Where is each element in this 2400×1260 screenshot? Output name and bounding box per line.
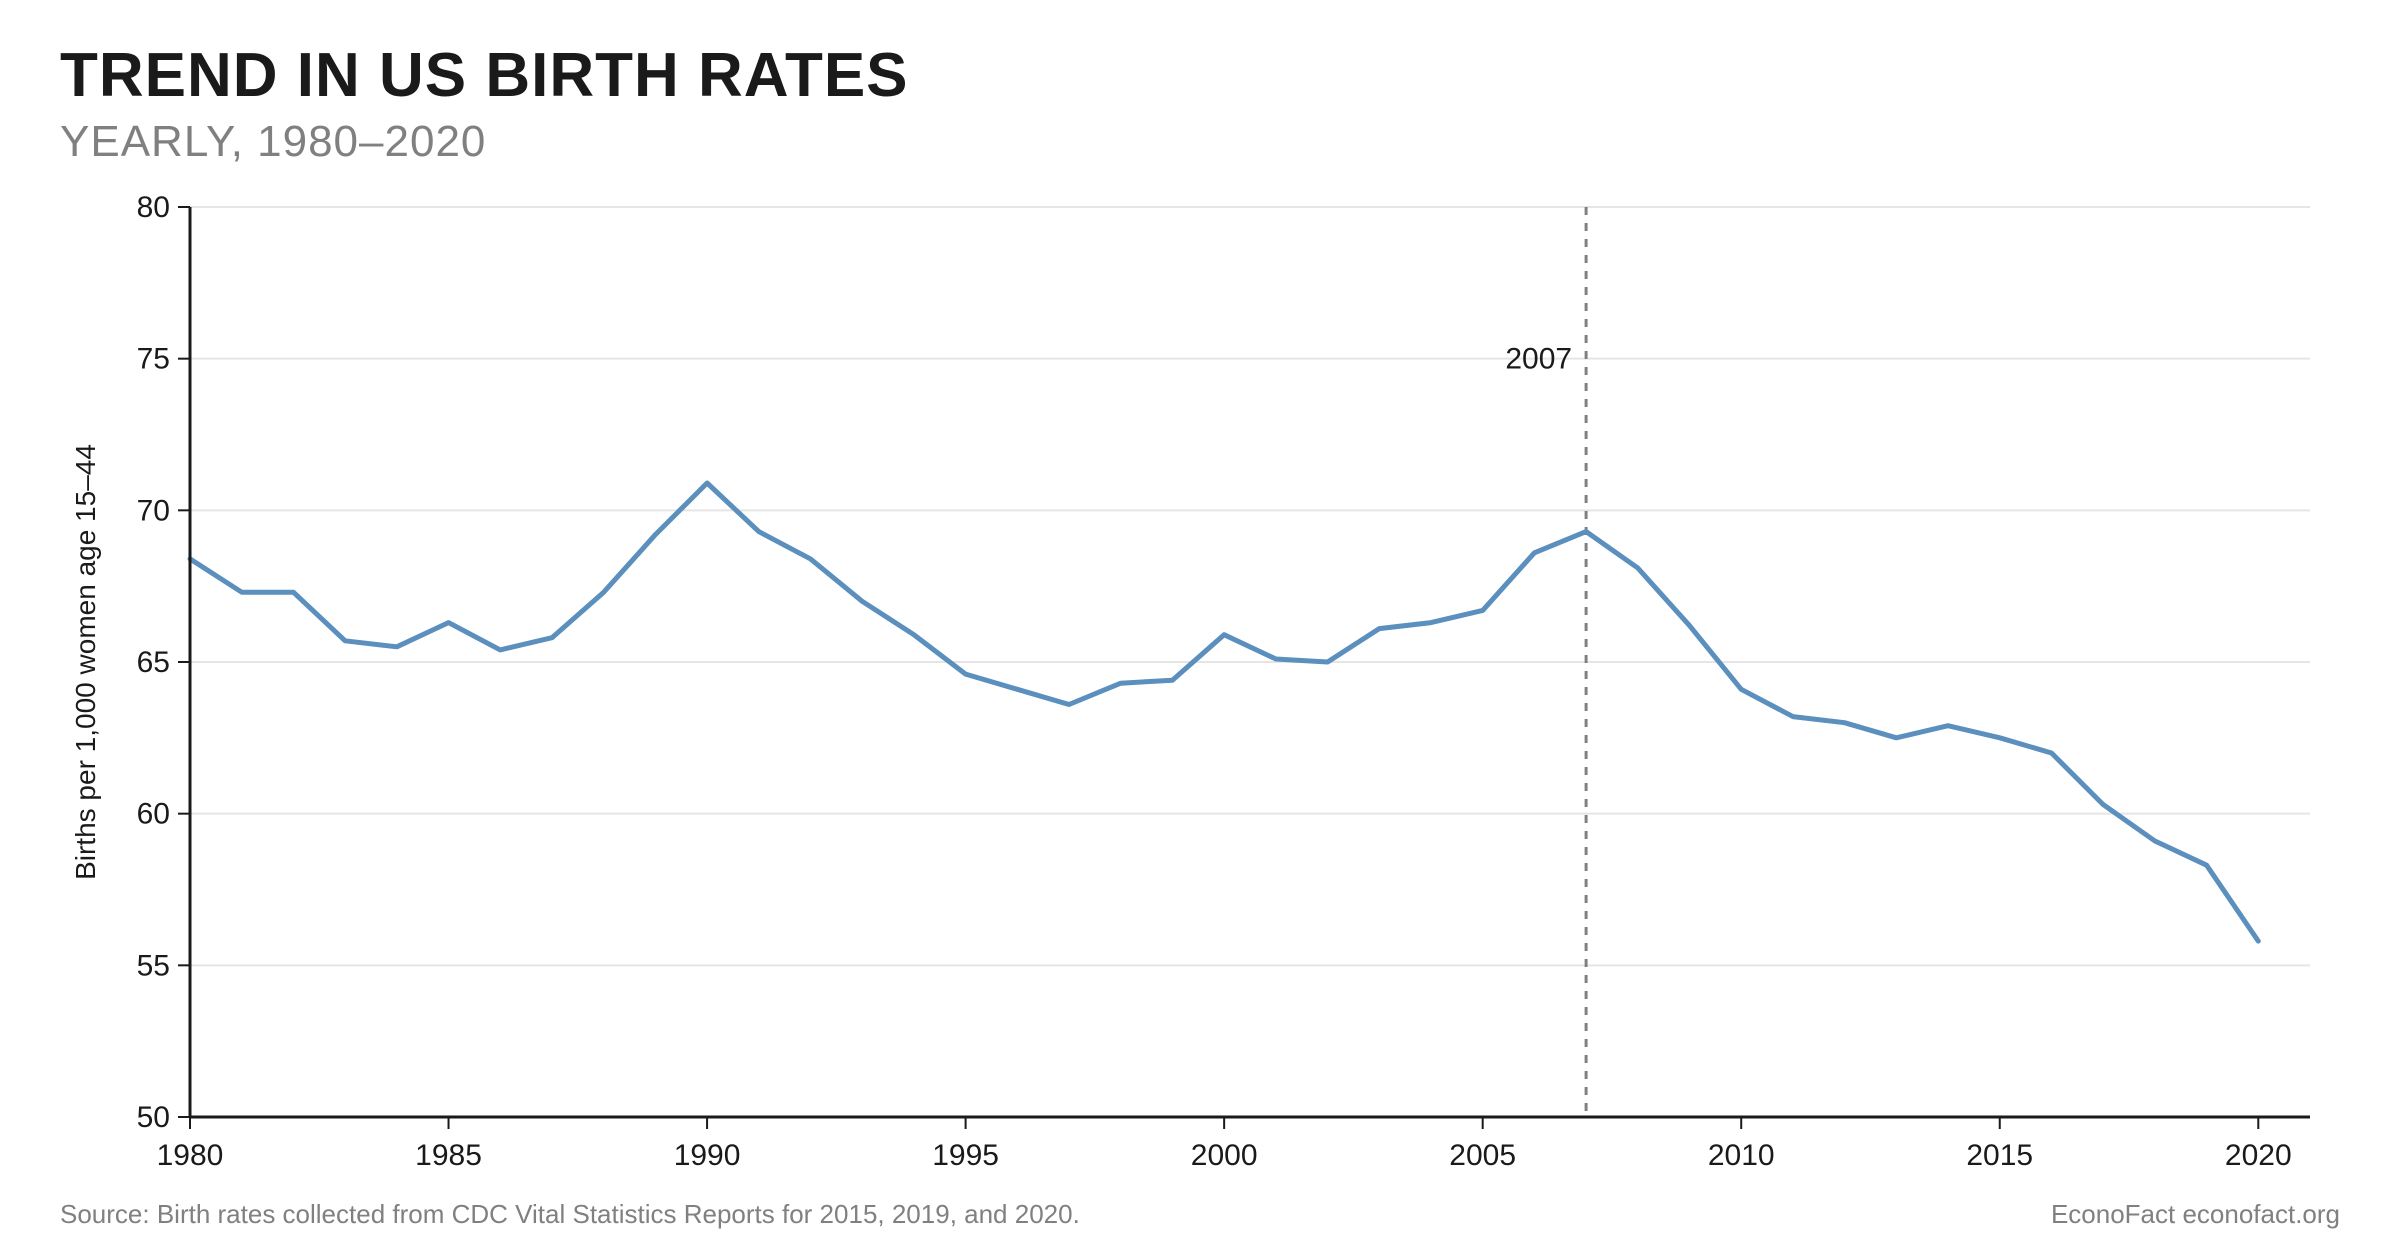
x-tick-label: 2020: [2225, 1139, 2292, 1172]
credit: EconoFact econofact.org: [2051, 1199, 2340, 1230]
x-tick-label: 2010: [1708, 1139, 1775, 1172]
y-tick-label: 80: [137, 191, 170, 224]
chart-subtitle: YEARLY, 1980–2020: [60, 117, 2340, 167]
x-tick-label: 2015: [1966, 1139, 2033, 1172]
reference-line-label: 2007: [1505, 343, 1572, 376]
x-tick-label: 1990: [674, 1139, 741, 1172]
y-tick-label: 70: [137, 494, 170, 527]
x-tick-label: 1985: [415, 1139, 482, 1172]
y-tick-label: 55: [137, 949, 170, 982]
y-axis-label: Births per 1,000 women age 15–44: [70, 444, 101, 880]
line-chart: 2007 1980 1985 1990 1995 2000 2005 2010 2015 2020…: [60, 187, 2340, 1187]
chart-footer: Source: Birth rates collected from CDC V…: [60, 1199, 2340, 1230]
source-note: Source: Birth rates collected from CDC V…: [60, 1199, 1080, 1230]
y-tick-label: 60: [137, 798, 170, 831]
x-tick-label: 2005: [1449, 1139, 1516, 1172]
x-tick-label: 2000: [1191, 1139, 1258, 1172]
y-tick-label: 50: [137, 1101, 170, 1134]
birth-rate-series: [190, 483, 2258, 941]
chart-title: TREND IN US BIRTH RATES: [60, 40, 2340, 111]
x-tick-label: 1980: [157, 1139, 224, 1172]
y-tick-label: 75: [137, 343, 170, 376]
chart-container: 2007 1980 1985 1990 1995 2000 2005 2010 2015 2020…: [60, 187, 2340, 1187]
y-tick-label: 65: [137, 646, 170, 679]
x-tick-label: 1995: [932, 1139, 999, 1172]
